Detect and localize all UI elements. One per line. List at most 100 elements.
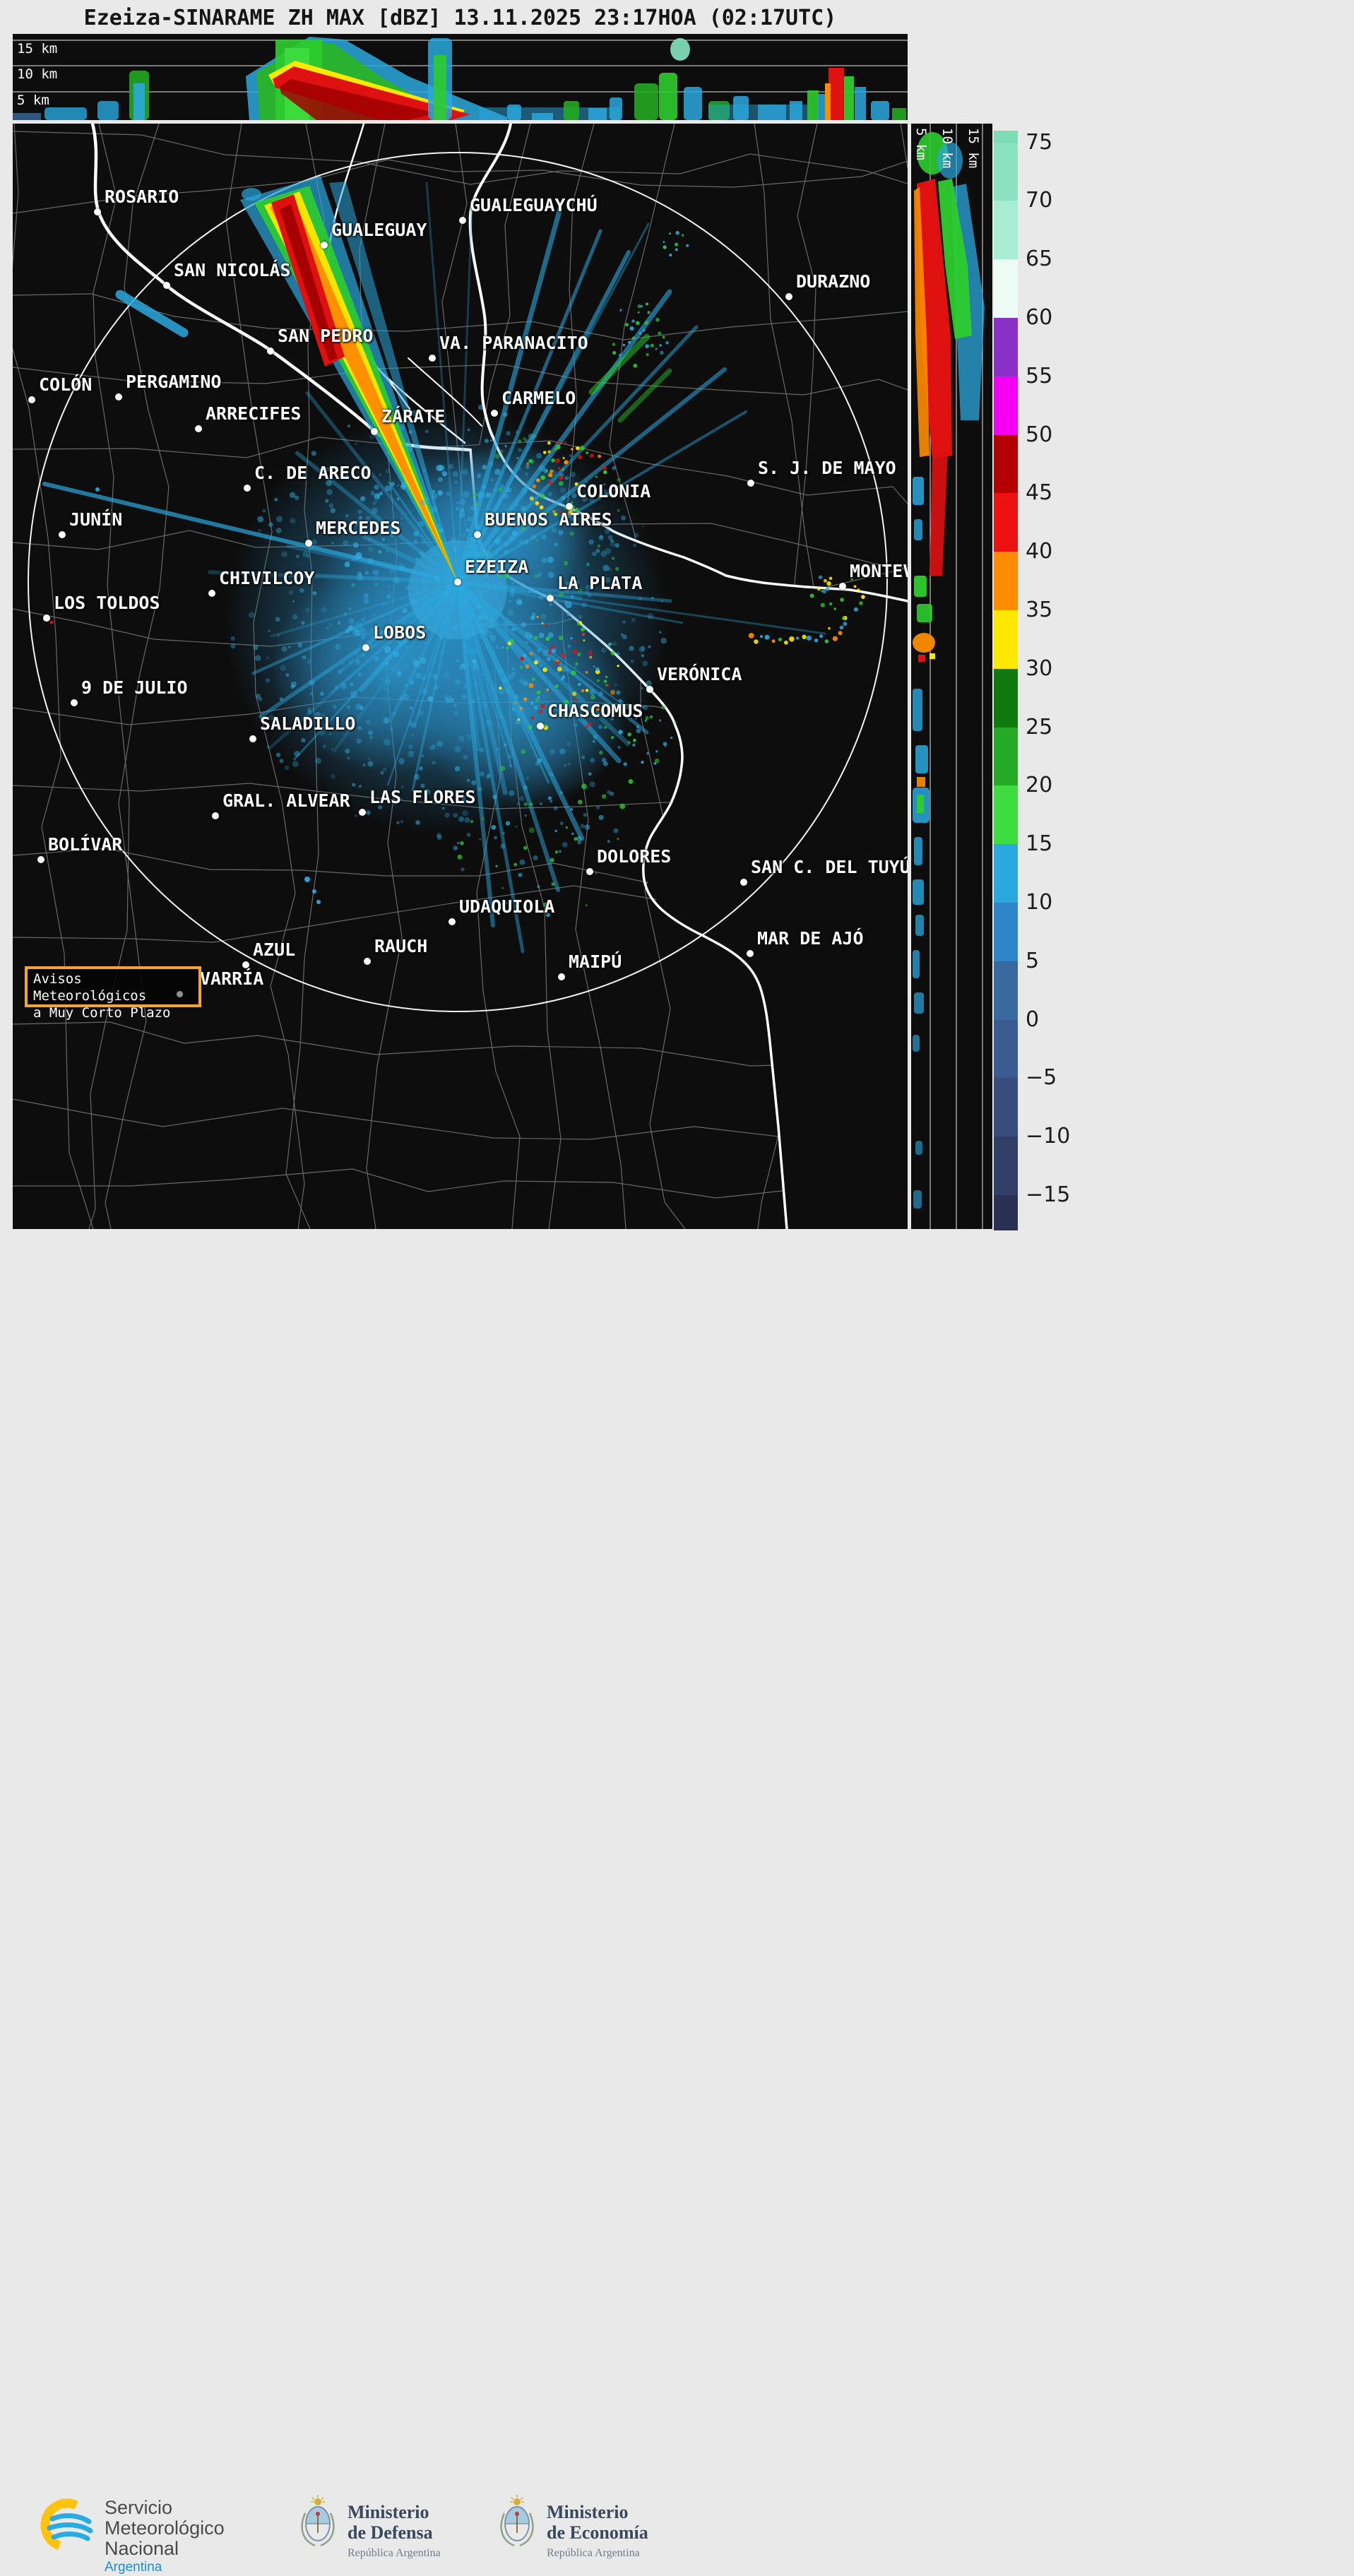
city-dot-icon: [59, 531, 66, 538]
city-label: SAN PEDRO: [278, 326, 374, 346]
colorbar-band: [994, 552, 1018, 610]
defensa-line-2: de Defensa: [348, 2522, 433, 2543]
city-dot-icon: [43, 615, 50, 622]
city-label: BUENOS AIRES: [485, 509, 612, 530]
city-dot-icon: [163, 282, 170, 289]
city-dot-icon: [747, 480, 754, 487]
city-label: MAIPÚ: [569, 951, 622, 972]
city-dot-icon: [242, 961, 249, 968]
cross-section-top-echoes: [13, 37, 906, 120]
colorbar-band: [994, 131, 1018, 143]
city-dot-icon: [37, 856, 44, 863]
colorbar-tick-label: 25: [1026, 714, 1053, 740]
colorbar-band: [994, 961, 1018, 1020]
city-label: ROSARIO: [105, 186, 179, 207]
city-label: LOS TOLDOS: [54, 593, 160, 613]
colorbar-band: [994, 1078, 1018, 1137]
city-dot-icon: [28, 396, 35, 403]
city-label: VERÓNICA: [657, 664, 742, 684]
ministerio-economia-wordmark: Ministerio de Economía República Argenti…: [547, 2502, 648, 2561]
city-dot-icon: [321, 242, 328, 249]
colorbar-tick-label: 45: [1026, 480, 1053, 506]
city-dot-icon: [305, 540, 312, 547]
warning-badge[interactable]: Avisos Meteorológicos a Muy Corto Plazo: [25, 966, 201, 1021]
dbz-colorbar-ticks: 75 70 65 60 55 50 45 40 35 30 25 20 15 10 5 0 −5 −10 −15: [1026, 130, 1089, 1230]
colorbar-tick-label: 60: [1026, 305, 1053, 330]
colorbar-band: [994, 727, 1018, 786]
city-dot-icon: [747, 950, 754, 957]
warning-line-2: a Muy Corto Plazo: [33, 1005, 171, 1021]
city-label: UDAQUIOLA: [459, 896, 555, 917]
defensa-line-1: Ministerio: [348, 2502, 429, 2522]
city-label: MERCEDES: [316, 518, 401, 538]
city-dot-icon: [208, 590, 215, 597]
city-dot-icon: [646, 686, 653, 693]
smn-line-2: Meteorológico: [105, 2517, 225, 2539]
city-layer: ROSARIO GUALEGUAYCHÚ GUALEGUAY SAN NICOLÁS D…: [13, 124, 908, 1229]
altitude-label: 10 km: [17, 66, 58, 82]
warning-line-1: Avisos Meteorológicos: [33, 971, 147, 1004]
city-label: SAN NICOLÁS: [174, 260, 291, 280]
radar-map-panel: ROSARIO GUALEGUAYCHÚ GUALEGUAY SAN NICOLÁS D…: [13, 124, 908, 1229]
colorbar-tick-label: 40: [1026, 539, 1053, 564]
economia-line-2: de Economía: [547, 2522, 648, 2543]
city-label: RAUCH: [374, 936, 428, 956]
city-dot-icon: [177, 991, 183, 997]
altitude-label: 5 km: [17, 93, 49, 108]
city-dot-icon: [195, 425, 202, 432]
colorbar-tick-label: 15: [1026, 831, 1053, 857]
city-dot-icon: [474, 531, 481, 538]
city-dot-icon: [558, 973, 565, 980]
dbz-colorbar: [994, 131, 1018, 1230]
city-dot-icon: [566, 503, 573, 510]
altitude-label: 10 km: [939, 128, 955, 169]
city-label: GUALEGUAY: [331, 220, 427, 240]
colorbar-tick-label: 0: [1026, 1007, 1040, 1032]
smn-country: Argentina: [105, 2560, 162, 2575]
colorbar-tick-label: 70: [1026, 188, 1053, 213]
colorbar-tick-label: 20: [1026, 773, 1053, 798]
colorbar-band: [994, 259, 1018, 318]
city-label: 9 DE JULIO: [81, 677, 188, 698]
city-label: CHIVILCOY: [219, 568, 315, 588]
product-title: Ezeiza-SINARAME ZH MAX [dBZ] 13.11.2025 …: [83, 6, 837, 30]
altitude-label: 5 km: [913, 128, 929, 160]
colorbar-band: [994, 668, 1018, 728]
city-dot-icon: [537, 723, 544, 730]
city-label: AZUL: [253, 939, 296, 960]
city-dot-icon: [115, 393, 122, 400]
rio-de-la-plata-water: [470, 437, 908, 1229]
city-label: SALADILLO: [260, 713, 356, 734]
colorbar-tick-label: 30: [1026, 655, 1053, 681]
colorbar-band: [994, 201, 1018, 260]
city-label: LOBOS: [373, 622, 427, 643]
city-dot-icon: [267, 348, 274, 355]
colorbar-tick-label: 5: [1026, 948, 1040, 973]
city-label: ZÁRATE: [381, 406, 446, 427]
cross-section-right-echoes: [913, 132, 985, 1209]
colorbar-band: [994, 376, 1018, 435]
city-dot-icon: [449, 918, 456, 925]
altitude-label: 15 km: [17, 41, 58, 57]
cross-section-top-panel: 15 km 10 km 5 km: [13, 34, 908, 120]
colorbar-tick-label: 55: [1026, 363, 1053, 388]
colorbar-band: [994, 844, 1018, 903]
colorbar-band: [994, 785, 1018, 845]
colorbar-tick-label: −10: [1026, 1124, 1071, 1149]
city-label: CHASCOMUS: [547, 701, 643, 721]
city-dot-icon: [429, 355, 436, 362]
ministerio-defensa-wordmark: Ministerio de Defensa República Argentin…: [348, 2502, 441, 2561]
city-label: COLONIA: [576, 481, 651, 501]
city-dot-icon: [839, 583, 846, 590]
city-label: COLÓN: [39, 374, 93, 395]
colorbar-band: [994, 434, 1018, 494]
city-label: EZEIZA: [465, 557, 529, 577]
colorbar-tick-label: −5: [1026, 1065, 1057, 1091]
cross-section-top-graphic: [13, 34, 908, 120]
colorbar-band: [994, 1136, 1018, 1195]
city-label: VA. PARANACITO: [439, 333, 588, 353]
city-label: DURAZNO: [796, 271, 871, 292]
city-label: MAR DE AJÓ: [757, 928, 864, 949]
colorbar-band: [994, 1019, 1018, 1079]
city-label: JUNÍN: [69, 509, 123, 530]
